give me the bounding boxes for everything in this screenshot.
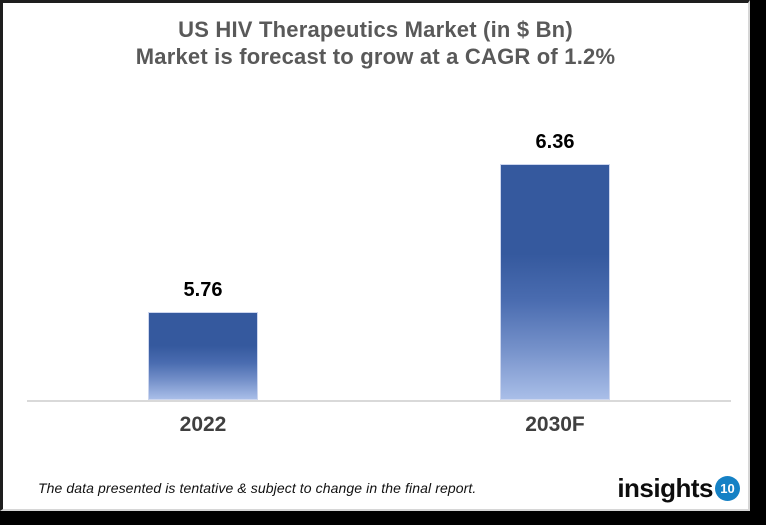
insights10-logo: insights 10 bbox=[617, 475, 740, 501]
chart-card: US HIV Therapeutics Market (in $ Bn) Mar… bbox=[0, 0, 750, 511]
x-axis-label-2030f: 2030F bbox=[525, 413, 585, 436]
insights10-logo-text: insights bbox=[617, 473, 713, 503]
x-axis-label-2022: 2022 bbox=[179, 413, 227, 436]
bar-value-label-2022: 5.76 bbox=[183, 279, 223, 301]
disclaimer-note: The data presented is tentative & subjec… bbox=[38, 480, 477, 496]
bar-2030f bbox=[500, 164, 610, 400]
insights10-logo-badge: 10 bbox=[715, 475, 740, 501]
chart-title: US HIV Therapeutics Market (in $ Bn) Mar… bbox=[3, 17, 748, 71]
x-axis-line bbox=[27, 400, 731, 402]
chart-title-line2: Market is forecast to grow at a CAGR of … bbox=[135, 43, 616, 69]
chart-title-line1: US HIV Therapeutics Market (in $ Bn) bbox=[178, 17, 573, 42]
plot-area: 5.76 6.36 2022 2030F bbox=[3, 3, 748, 509]
bar-value-label-2030f: 6.36 bbox=[535, 131, 575, 153]
bar-2022 bbox=[148, 312, 258, 400]
